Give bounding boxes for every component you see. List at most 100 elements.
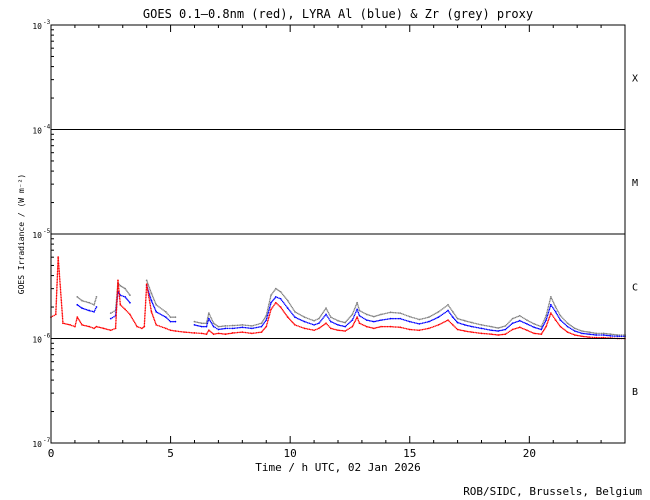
trace-dot	[436, 311, 438, 314]
data-point	[451, 310, 454, 313]
data-point	[325, 313, 327, 316]
trace-dot	[431, 326, 433, 328]
trace-dot	[204, 322, 206, 324]
trace-dot	[130, 316, 133, 318]
trace-dot	[517, 326, 520, 329]
trace-dot	[345, 324, 348, 327]
trace-dot	[353, 321, 356, 324]
data-point	[93, 310, 95, 313]
trace-dot	[589, 331, 592, 334]
trace-dot	[116, 287, 119, 290]
trace-dot	[355, 304, 357, 307]
data-point	[265, 325, 268, 328]
trace-dot	[77, 297, 80, 299]
trace-dot	[327, 316, 329, 319]
trace-dot	[556, 313, 558, 316]
data-point	[313, 329, 315, 332]
trace-dot	[388, 311, 390, 314]
trace-dot	[149, 304, 152, 307]
trace-dot	[594, 332, 596, 334]
trace-dot	[149, 302, 151, 305]
trace-dot	[171, 329, 173, 332]
trace-dot	[509, 320, 511, 322]
trace-dot	[474, 331, 476, 334]
trace-dot	[111, 311, 114, 314]
trace-dot	[381, 319, 384, 321]
trace-dot	[121, 294, 123, 297]
trace-dot	[90, 310, 92, 312]
data-point	[540, 333, 543, 336]
trace-dot	[397, 326, 400, 328]
trace-dot	[223, 327, 225, 330]
trace-dot	[349, 321, 351, 324]
trace-dot	[493, 333, 495, 336]
trace-dot	[323, 310, 325, 312]
trace-dot	[320, 325, 323, 328]
trace-dot	[266, 322, 268, 325]
trace-dot	[244, 326, 247, 329]
trace-dot	[608, 334, 610, 337]
trace-dot	[432, 325, 435, 328]
data-point	[207, 329, 210, 332]
data-point	[174, 330, 177, 332]
trace-dot	[56, 272, 59, 274]
trace-dot	[324, 314, 326, 317]
trace-dot	[115, 310, 118, 312]
trace-dot	[558, 317, 561, 320]
trace-dot	[264, 326, 267, 329]
trace-dot	[209, 330, 211, 332]
trace-dot	[162, 309, 164, 311]
trace-dot	[210, 331, 212, 333]
trace-dot	[516, 327, 518, 329]
trace-dot	[55, 305, 57, 308]
trace-dot	[115, 318, 117, 320]
trace-dot	[367, 314, 369, 316]
trace-dot	[158, 312, 160, 315]
trace-dot	[401, 326, 403, 329]
trace-dot	[151, 294, 153, 296]
data-point	[463, 330, 466, 332]
trace-dot	[58, 264, 60, 266]
trace-dot	[58, 272, 61, 275]
trace-dot	[284, 297, 287, 299]
trace-dot	[192, 332, 194, 334]
trace-dot	[55, 294, 58, 297]
trace-dot	[434, 317, 437, 320]
trace-dot	[80, 322, 83, 325]
trace-dot	[572, 326, 575, 329]
trace-dot	[61, 311, 63, 313]
trace-dot	[451, 315, 453, 317]
trace-dot	[144, 311, 146, 313]
trace-dot	[148, 285, 150, 287]
data-point	[81, 299, 83, 302]
trace-dot	[216, 327, 218, 330]
data-point	[76, 303, 79, 306]
trace-dot	[144, 309, 146, 312]
trace-dot	[319, 315, 322, 317]
data-point	[155, 303, 158, 306]
data-point	[313, 323, 315, 326]
trace-dot	[416, 322, 419, 325]
trace-dot	[220, 328, 223, 330]
trace-dot	[355, 319, 357, 321]
data-point	[251, 325, 253, 327]
trace-dot	[146, 281, 148, 283]
trace-dot	[56, 270, 59, 273]
trace-dot	[308, 322, 311, 325]
trace-dot	[115, 308, 118, 310]
trace-dot	[433, 318, 436, 320]
trace-dot	[286, 315, 288, 317]
trace-dot	[338, 320, 341, 322]
trace-dot	[122, 286, 124, 288]
data-point	[504, 333, 507, 336]
trace-dot	[426, 327, 429, 330]
trace-dot	[361, 311, 364, 313]
trace-dot	[459, 322, 462, 325]
trace-dot	[143, 319, 146, 321]
data-point	[581, 332, 583, 335]
trace-dot	[348, 322, 350, 325]
trace-dot	[388, 325, 390, 328]
trace-dot	[145, 294, 147, 297]
trace-dot	[543, 322, 546, 324]
trace-dot	[355, 310, 358, 312]
